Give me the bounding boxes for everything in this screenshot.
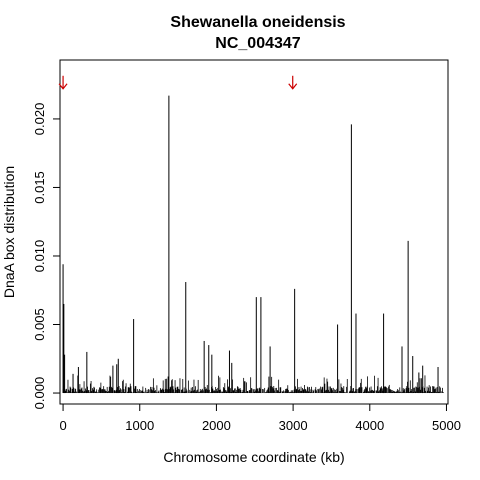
x-tick-label: 2000 [202,418,231,433]
y-axis: 0.000 0.005 0.010 0.015 0.020 [32,103,61,410]
baseline-noise [62,375,444,394]
marker-arrow-head [288,83,298,90]
origin-markers [58,75,298,90]
x-tick-label: 3000 [279,418,308,433]
y-tick-label: 0.015 [32,171,47,204]
x-tick-label: 5000 [432,418,461,433]
marker-arrow-head [58,83,68,90]
bar-series [62,95,439,394]
y-axis-label: DnaA box distribution [1,166,17,298]
x-axis: 0 1000 2000 3000 4000 5000 [59,403,461,433]
x-tick-label: 0 [59,418,66,433]
y-tick-label: 0.020 [32,103,47,136]
y-tick-label: 0.010 [32,240,47,273]
chart-subtitle: NC_004347 [215,35,301,52]
x-tick-label: 1000 [125,418,154,433]
x-axis-label: Chromosome coordinate (kb) [163,449,344,465]
chart-title: Shewanella oneidensis [170,14,345,31]
y-tick-label: 0.000 [32,377,47,410]
y-tick-label: 0.005 [32,308,47,341]
x-tick-label: 4000 [355,418,384,433]
plot-frame [59,59,449,405]
